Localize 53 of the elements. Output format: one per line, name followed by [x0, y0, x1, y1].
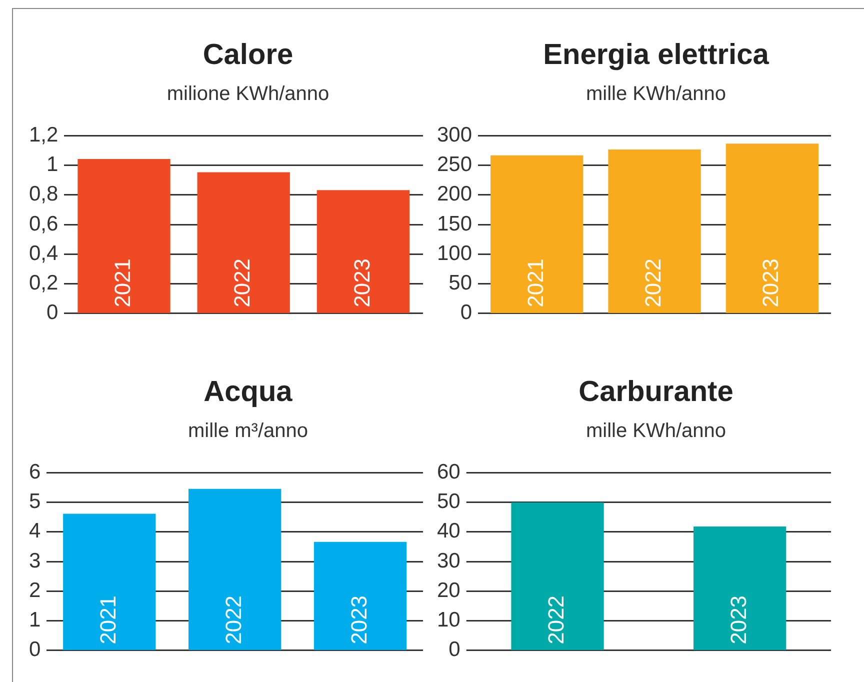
- y-tick-label: 100: [436, 242, 472, 265]
- y-tick-label: 3: [28, 549, 41, 572]
- y-tick-label: 1,2: [28, 123, 58, 146]
- y-tick-label: 10: [437, 608, 460, 632]
- bar: [608, 149, 701, 313]
- x-tick-label: 2022: [230, 258, 255, 308]
- y-tick-label: 60: [437, 460, 460, 484]
- chart-subtitle: milione KWh/anno: [166, 83, 330, 106]
- chart-title: Calore: [202, 39, 294, 72]
- chart-subtitle: mille KWh/anno: [584, 420, 728, 443]
- x-tick-label: 2021: [110, 258, 136, 308]
- y-tick-label: 150: [436, 212, 472, 236]
- y-tick-label: 0: [28, 638, 41, 662]
- y-tick-label: 300: [436, 123, 472, 146]
- y-tick-label: 6: [28, 460, 41, 484]
- bar: [63, 514, 156, 650]
- y-tick-label: 200: [436, 182, 472, 206]
- bar: [314, 542, 407, 650]
- y-tick-label: 0,2: [28, 272, 58, 295]
- chart-title: Carburante: [578, 376, 734, 409]
- y-tick-label: 50: [437, 490, 460, 514]
- bar: [490, 155, 584, 313]
- y-tick-label: 30: [437, 549, 460, 572]
- chart-title: Energia elettrica: [542, 39, 770, 72]
- y-tick-label: 0,6: [28, 212, 58, 236]
- x-tick-label: 2023: [726, 595, 751, 644]
- y-tick-label: 0,4: [28, 242, 59, 265]
- y-tick-label: 0: [460, 301, 472, 324]
- chart-subtitle: mille m³/anno: [186, 420, 310, 443]
- x-tick-label: 2023: [349, 258, 374, 308]
- chart-title: Acqua: [202, 376, 294, 409]
- y-tick-label: 0,8: [28, 182, 58, 206]
- y-tick-label: 20: [437, 578, 460, 602]
- y-tick-label: 2: [28, 578, 41, 602]
- y-tick-label: 250: [436, 153, 472, 176]
- y-tick-label: 1: [46, 153, 58, 176]
- x-tick-label: 2022: [640, 258, 666, 308]
- y-tick-label: 50: [448, 272, 472, 295]
- y-tick-label: 4: [28, 520, 41, 543]
- y-tick-label: 40: [437, 520, 460, 543]
- y-tick-label: 0: [46, 301, 58, 324]
- y-tick-label: 5: [28, 490, 41, 514]
- y-tick-label: 1: [28, 608, 41, 632]
- y-tick-label: 0: [448, 638, 460, 662]
- x-tick-label: 2021: [95, 595, 120, 644]
- bar: [188, 488, 282, 650]
- x-tick-label: 2021: [522, 258, 548, 308]
- x-tick-label: 2023: [758, 258, 784, 308]
- chart-subtitle: mille KWh/anno: [584, 83, 728, 106]
- x-tick-label: 2023: [346, 595, 372, 644]
- bar: [726, 144, 819, 313]
- x-tick-label: 2022: [220, 595, 246, 644]
- x-tick-label: 2022: [544, 595, 569, 644]
